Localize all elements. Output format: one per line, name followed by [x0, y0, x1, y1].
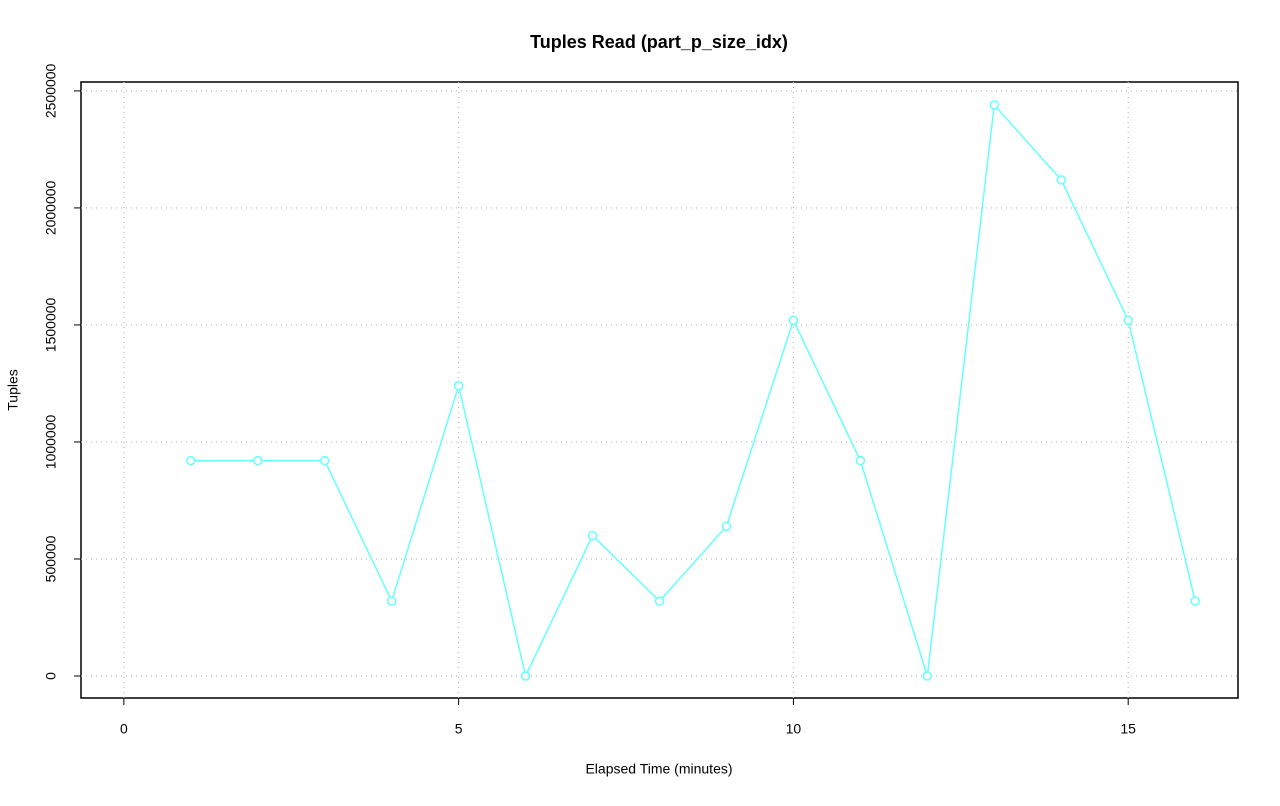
- y-tick-label: 2000000: [43, 180, 59, 235]
- y-tick-label: 0: [43, 672, 59, 680]
- data-point: [386, 596, 397, 606]
- data-point: [1190, 596, 1200, 606]
- y-tick-label: 2500000: [43, 63, 59, 118]
- y-tick-label: 1000000: [43, 414, 59, 469]
- data-point: [721, 521, 732, 531]
- data-point: [319, 455, 330, 466]
- x-tick-label: 5: [455, 721, 463, 737]
- plot-frame: [80, 81, 1239, 699]
- data-point: [855, 455, 866, 466]
- x-tick-label: 10: [786, 721, 802, 737]
- data-point: [587, 530, 598, 541]
- y-axis-label: Tuples: [5, 369, 21, 411]
- data-point: [253, 455, 263, 466]
- series-line: [190, 103, 1196, 679]
- x-tick-label: 0: [120, 721, 128, 737]
- data-point: [1123, 315, 1133, 326]
- data-point: [989, 100, 1000, 110]
- data-point: [1056, 175, 1066, 185]
- chart-title: Tuples Read (part_p_size_idx): [530, 32, 788, 52]
- data-point: [654, 596, 665, 606]
- data-point: [520, 671, 531, 681]
- data-point: [922, 671, 933, 681]
- x-tick-label: 15: [1120, 721, 1136, 737]
- data-point: [453, 381, 464, 391]
- y-tick-label: 1500000: [43, 297, 59, 352]
- x-axis-label: Elapsed Time (minutes): [585, 761, 732, 777]
- data-point: [186, 455, 196, 466]
- y-tick-label: 500000: [43, 535, 59, 582]
- data-point: [788, 315, 799, 326]
